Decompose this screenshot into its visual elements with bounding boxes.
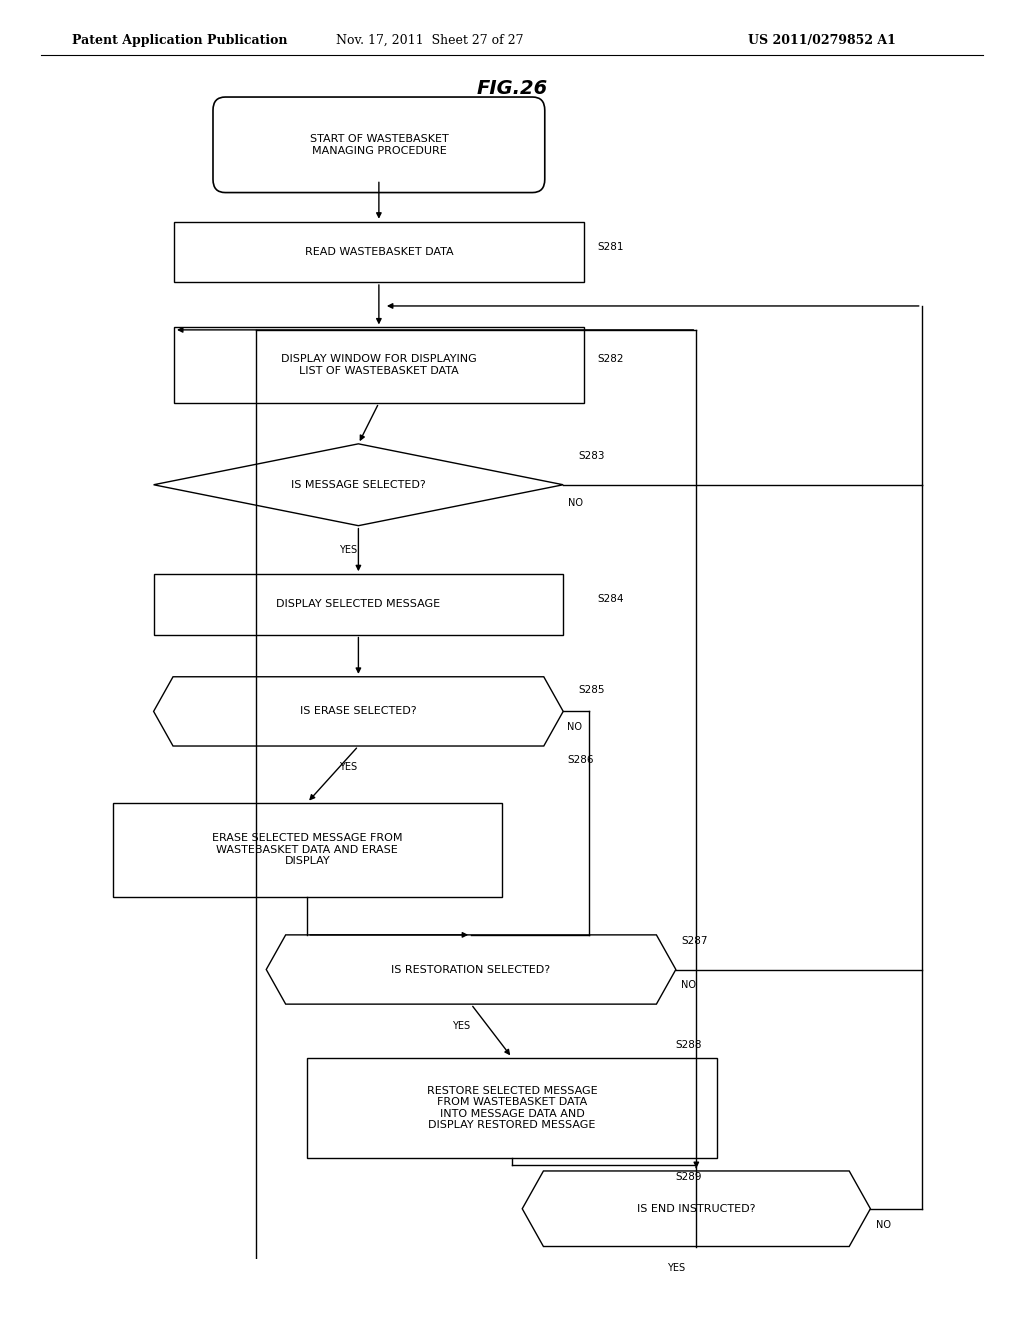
Bar xyxy=(174,327,584,403)
Text: IS MESSAGE SELECTED?: IS MESSAGE SELECTED? xyxy=(291,479,426,490)
Text: START OF WASTEBASKET
MANAGING PROCEDURE: START OF WASTEBASKET MANAGING PROCEDURE xyxy=(309,135,449,156)
Text: NO: NO xyxy=(568,498,584,508)
Text: US 2011/0279852 A1: US 2011/0279852 A1 xyxy=(748,34,895,46)
Text: YES: YES xyxy=(667,1263,685,1272)
Text: IS END INSTRUCTED?: IS END INSTRUCTED? xyxy=(637,1204,756,1213)
Text: IS ERASE SELECTED?: IS ERASE SELECTED? xyxy=(300,706,417,717)
Bar xyxy=(174,222,584,282)
Text: YES: YES xyxy=(452,1020,470,1031)
Polygon shape xyxy=(522,1171,870,1246)
Text: ERASE SELECTED MESSAGE FROM
WASTEBASKET DATA AND ERASE
DISPLAY: ERASE SELECTED MESSAGE FROM WASTEBASKET … xyxy=(212,833,402,866)
Text: RESTORE SELECTED MESSAGE
FROM WASTEBASKET DATA
INTO MESSAGE DATA AND
DISPLAY RES: RESTORE SELECTED MESSAGE FROM WASTEBASKE… xyxy=(427,1085,597,1130)
Text: DISPLAY WINDOW FOR DISPLAYING
LIST OF WASTEBASKET DATA: DISPLAY WINDOW FOR DISPLAYING LIST OF WA… xyxy=(281,354,477,376)
Bar xyxy=(307,1057,717,1159)
Text: NO: NO xyxy=(567,722,583,733)
Text: S285: S285 xyxy=(579,685,605,696)
Text: NO: NO xyxy=(681,981,696,990)
Bar xyxy=(154,574,563,635)
Text: S283: S283 xyxy=(579,451,605,461)
Bar xyxy=(113,803,502,898)
FancyBboxPatch shape xyxy=(162,1290,350,1320)
Text: S287: S287 xyxy=(681,936,708,945)
Text: S289: S289 xyxy=(676,1172,702,1183)
Text: NO: NO xyxy=(876,1220,891,1230)
Text: Patent Application Publication: Patent Application Publication xyxy=(72,34,287,46)
Text: READ WASTEBASKET DATA: READ WASTEBASKET DATA xyxy=(304,247,454,257)
Text: S281: S281 xyxy=(597,242,624,252)
Text: IS RESTORATION SELECTED?: IS RESTORATION SELECTED? xyxy=(391,965,551,974)
Text: YES: YES xyxy=(339,545,357,556)
Polygon shape xyxy=(154,677,563,746)
Text: S284: S284 xyxy=(597,594,624,605)
Text: YES: YES xyxy=(339,763,357,772)
Text: Nov. 17, 2011  Sheet 27 of 27: Nov. 17, 2011 Sheet 27 of 27 xyxy=(336,34,524,46)
Text: S282: S282 xyxy=(597,354,624,364)
Text: S286: S286 xyxy=(567,755,594,766)
Text: DISPLAY SELECTED MESSAGE: DISPLAY SELECTED MESSAGE xyxy=(276,599,440,610)
Text: S288: S288 xyxy=(676,1040,702,1049)
FancyBboxPatch shape xyxy=(213,98,545,193)
Polygon shape xyxy=(154,444,563,525)
Text: FIG.26: FIG.26 xyxy=(476,79,548,98)
Polygon shape xyxy=(266,935,676,1005)
